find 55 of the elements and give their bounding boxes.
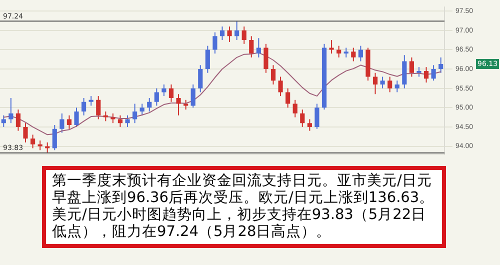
candlestick: [74, 107, 79, 128]
candlestick: [38, 140, 42, 151]
text: 第一季度末预计有企业资金回流支持日元。亚市美元/日元早盘上涨到96.36后再次受压。欧元/日元上涨到136.63。美元/日元小时图趋势向上，初步支持在93.83（5月22日低点），阻力在97.24（5月28日高点）。: [42, 166, 446, 248]
candlestick: [212, 32, 218, 54]
candlestick: [264, 43, 268, 74]
candlestick: [388, 76, 392, 93]
candlestick: [380, 76, 385, 89]
candlestick: [154, 88, 159, 106]
candlestick: [103, 111, 108, 122]
candlestick: [358, 45, 363, 62]
candlestick: [409, 56, 414, 78]
candlestick: [416, 66, 422, 78]
candlestick: [278, 76, 283, 97]
candlestick: [220, 26, 225, 41]
candlestick: [118, 114, 123, 128]
candlestick: [96, 96, 101, 120]
candlestick: [249, 36, 254, 58]
candlestick: [190, 84, 196, 108]
candlestick: [23, 122, 28, 143]
candlestick: [242, 26, 246, 44]
candlestick: [1, 114, 6, 128]
candlestick: [8, 97, 14, 124]
candlestick: [438, 56, 444, 74]
candlestick: [270, 64, 276, 85]
candlestick: [314, 103, 320, 130]
candlestick: [307, 118, 312, 132]
candlestick: [256, 38, 261, 58]
candlestick: [198, 64, 203, 93]
candlestick: [372, 72, 378, 95]
candlestick: [30, 134, 36, 149]
candlestick: [66, 114, 72, 130]
candlestick: [286, 88, 290, 108]
candlestick: [60, 112, 64, 134]
candlestick: [431, 64, 436, 82]
candlestick: [351, 47, 356, 62]
candlestick: [227, 26, 232, 42]
candlestick: [82, 97, 86, 116]
candlestick: [234, 20, 240, 41]
candlestick: [292, 99, 298, 118]
candlestick: [16, 109, 21, 132]
candlestick: [125, 114, 130, 128]
candlestick: [300, 109, 305, 128]
candlestick: [88, 96, 94, 106]
candlestick: [52, 124, 57, 151]
candlestick: [402, 54, 407, 89]
candlestick: [424, 66, 429, 84]
candlestick: [336, 45, 342, 58]
candlestick: [140, 103, 144, 116]
candlestick: [344, 47, 348, 58]
candlestick: [394, 80, 400, 93]
candlestick: [176, 94, 181, 116]
candlestick: [147, 97, 152, 112]
candlestick: [168, 84, 174, 102]
candlestick: [205, 45, 210, 74]
candlestick: [132, 103, 138, 124]
